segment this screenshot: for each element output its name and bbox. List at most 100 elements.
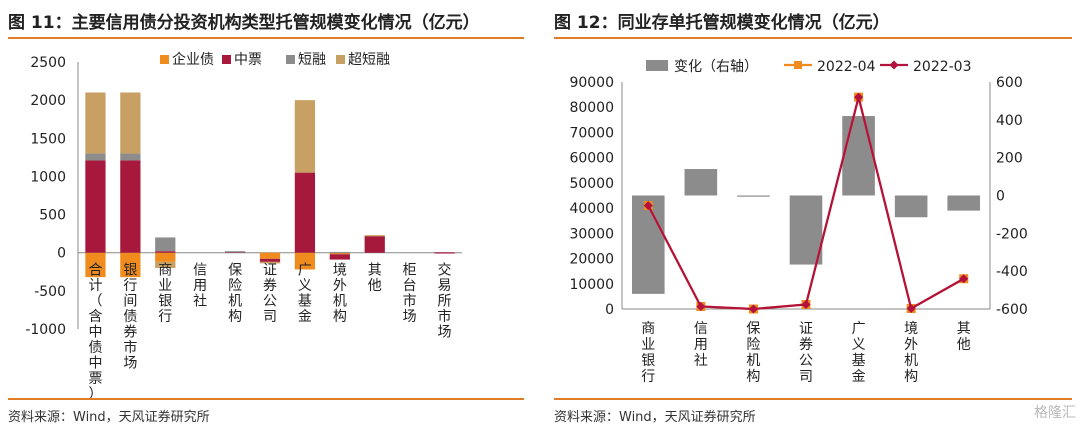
right-source-note: 资料来源：Wind，天风证券研究所: [554, 410, 756, 425]
right-y-tick-label: 200: [996, 151, 1023, 167]
bar-segment: [434, 252, 455, 254]
right-y-tick-label: -400: [996, 264, 1028, 280]
point-marker: [854, 92, 864, 102]
bar-segment: [85, 153, 106, 161]
point-marker: [643, 201, 653, 211]
left-chart-panel: 图 11：主要信用债分投资机构类型托管规模变化情况（亿元） -1000 -500 0…: [0, 0, 532, 429]
x-tick-label: 证券公司: [799, 321, 813, 385]
legend-label: 2022-03: [913, 59, 972, 75]
change-bar: [631, 195, 665, 294]
legend-swatch: [286, 55, 295, 64]
point-marker: [959, 274, 969, 284]
left-y-tick-label: 50000: [569, 176, 614, 192]
bar-segment: [294, 100, 316, 173]
legend-label: 企业债: [172, 51, 214, 68]
right-y-tick-label: 600: [996, 75, 1023, 91]
legend-swatch: [646, 60, 668, 71]
bar-segment: [155, 237, 176, 252]
left-y-tick-label: 0: [605, 302, 614, 318]
left-y-tick-label: 90000: [569, 75, 614, 91]
point-marker: [906, 303, 916, 313]
bar-segment: [85, 160, 106, 253]
bar-segment: [155, 261, 176, 268]
left-source-note: 资料来源：Wind，天风证券研究所: [8, 410, 210, 425]
x-tick-label: 商业银行: [641, 321, 655, 385]
point-marker: [696, 301, 706, 311]
legend-marker: [794, 61, 802, 69]
bar-segment: [224, 251, 246, 253]
bar-segment: [120, 92, 141, 154]
x-tick-label: 境外机构: [904, 321, 918, 385]
change-bar: [894, 195, 928, 218]
x-tick-label: 保险机构: [228, 263, 242, 326]
left-y-tick-label: 30000: [569, 226, 614, 242]
x-tick-label: 合计（含中债中票）: [88, 263, 102, 403]
bar-segment: [85, 92, 106, 154]
legend-label: 超短融: [348, 52, 390, 68]
bar-segment: [120, 252, 141, 278]
right-footer-rule: [554, 398, 1072, 400]
x-tick-label: 信用社: [694, 321, 708, 369]
left-y-tick-label: 40000: [569, 201, 614, 217]
bar-segment: [364, 235, 385, 237]
legend-swatch: [160, 55, 169, 64]
bar-segment: [259, 252, 281, 259]
legend-swatch: [222, 55, 231, 64]
bar-segment: [120, 153, 141, 161]
right-chart: 0 10000 20000 30000 40000 50000 60000 70000 8000…: [569, 59, 1028, 385]
legend-label: 短融: [298, 52, 326, 68]
point-marker: [748, 304, 758, 314]
change-bar: [684, 169, 718, 196]
watermark-logo: 格隆汇: [1034, 405, 1076, 421]
x-tick-label: 证券公司: [263, 263, 277, 326]
left-y-tick-label: 20000: [569, 252, 614, 268]
bar-segment: [294, 252, 316, 270]
left-y-tick-label: 60000: [569, 151, 614, 167]
bar-segment: [329, 254, 350, 260]
legend-label: 变化（右轴）: [674, 59, 758, 75]
bar-segment: [329, 251, 350, 254]
legend-marker: [889, 60, 899, 70]
change-bar: [842, 116, 875, 196]
y-tick-label: 1500: [30, 131, 66, 147]
bar-segment: [259, 258, 281, 262]
x-tick-label: 信用社: [193, 263, 207, 310]
change-bar: [789, 195, 823, 265]
y-tick-label: 500: [39, 208, 66, 224]
right-chart-panel: 图 12：同业存单托管规模变化情况（亿元） 0 10000 20000 30000 40…: [546, 0, 1080, 429]
bar-segment: [155, 251, 176, 253]
y-tick-label: 1000: [30, 169, 66, 185]
y-tick-label: 0: [57, 246, 66, 262]
left-y-tick-label: 80000: [569, 100, 614, 116]
x-tick-label: 柜台市场: [403, 263, 417, 326]
point-marker: [801, 299, 811, 309]
x-tick-label: 其他: [368, 263, 382, 295]
change-bar: [947, 195, 981, 211]
left-y-tick-label: 10000: [569, 277, 614, 293]
bar-segment: [294, 172, 316, 253]
left-chart: -1000 -500 0 500 1000 1500 2000 2500 合计（含中债中票） 银行…: [25, 51, 462, 403]
bar-segment: [364, 235, 385, 253]
legend-label: 中票: [234, 52, 262, 68]
left-chart-title: 图 11：主要信用债分投资机构类型托管规模变化情况（亿元）: [8, 13, 480, 33]
bar-segment: [329, 252, 350, 255]
y-tick-label: 2000: [30, 93, 66, 109]
bar-segment: [155, 252, 176, 262]
x-tick-label: 交易所市场: [438, 262, 452, 341]
x-tick-label: 广义基金: [852, 321, 866, 385]
right-title-rule: [554, 37, 1072, 39]
legend-swatch: [336, 55, 345, 64]
left-y-tick-label: 70000: [569, 125, 614, 141]
right-y-tick-label: 400: [996, 113, 1023, 129]
right-y-tick-label: 0: [996, 189, 1005, 205]
right-chart-title: 图 12：同业存单托管规模变化情况（亿元）: [554, 13, 890, 33]
x-tick-label: 保险机构: [746, 321, 760, 385]
legend-label: 2022-04: [817, 59, 876, 75]
x-tick-label: 银行间债券市场: [123, 263, 137, 372]
bar-segment: [85, 252, 106, 278]
y-tick-label: 2500: [30, 55, 66, 71]
bar-segment: [259, 261, 281, 264]
change-bar: [737, 195, 770, 197]
left-title-rule: [8, 37, 524, 39]
x-tick-label: 广义基金: [298, 263, 312, 326]
